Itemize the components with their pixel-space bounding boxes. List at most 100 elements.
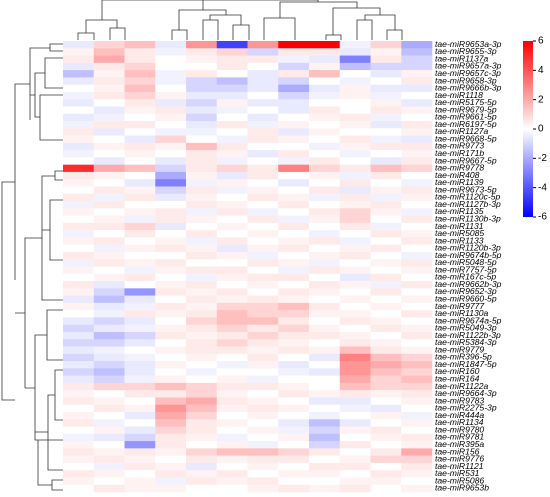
column-dendrogram xyxy=(77,0,403,40)
cell xyxy=(370,230,402,238)
cell xyxy=(216,106,248,115)
cell xyxy=(93,84,125,93)
cell xyxy=(216,99,248,107)
cell xyxy=(155,48,187,56)
cell xyxy=(63,288,95,296)
cell xyxy=(247,310,279,318)
cell xyxy=(124,55,156,64)
cell xyxy=(216,302,248,311)
cell xyxy=(186,455,218,464)
cell xyxy=(309,106,341,115)
cell xyxy=(247,179,279,187)
cell xyxy=(401,215,433,224)
cell xyxy=(309,448,341,456)
cell xyxy=(401,266,433,275)
cell xyxy=(155,462,187,471)
cell xyxy=(63,404,95,413)
row-label: tae-miR7757-5p xyxy=(435,264,497,274)
cell xyxy=(401,77,433,85)
cell xyxy=(93,281,125,289)
cell xyxy=(309,288,341,296)
row-label: tae-miR9658-3p xyxy=(435,75,497,85)
cell xyxy=(216,404,248,413)
cell xyxy=(309,193,341,202)
cell xyxy=(186,470,218,478)
cell xyxy=(155,208,187,216)
cell xyxy=(309,113,341,122)
cell xyxy=(155,135,187,144)
cell xyxy=(370,295,402,304)
cell xyxy=(186,193,218,202)
cell xyxy=(93,353,125,362)
cell xyxy=(216,201,248,209)
cell xyxy=(124,113,156,122)
cell xyxy=(216,397,248,406)
cell xyxy=(155,222,187,231)
cell xyxy=(401,310,433,318)
cell xyxy=(124,339,156,347)
cell xyxy=(278,310,310,318)
cell xyxy=(247,128,279,136)
cell xyxy=(370,419,402,427)
cell xyxy=(370,339,402,347)
cell xyxy=(186,222,218,231)
cell xyxy=(216,273,248,282)
row-label: tae-miR1847-5p xyxy=(435,359,497,369)
cell xyxy=(216,121,248,129)
cell xyxy=(309,397,341,406)
cell xyxy=(278,193,310,202)
cell xyxy=(339,91,371,100)
cell xyxy=(247,150,279,158)
cell xyxy=(370,273,402,282)
cell xyxy=(216,390,248,398)
cell xyxy=(401,135,433,144)
cell xyxy=(124,91,156,100)
cell xyxy=(186,164,218,173)
cell xyxy=(155,426,187,435)
cell xyxy=(370,106,402,115)
cell xyxy=(216,113,248,122)
cell xyxy=(93,310,125,318)
cell xyxy=(370,142,402,151)
row-label: tae-miR1130a xyxy=(435,308,489,318)
cell xyxy=(278,244,310,253)
cell xyxy=(247,77,279,85)
cell xyxy=(63,41,95,49)
cell xyxy=(370,84,402,93)
cell xyxy=(247,390,279,398)
cell xyxy=(247,48,279,56)
cell xyxy=(278,201,310,209)
cell xyxy=(309,368,341,376)
cell xyxy=(63,266,95,275)
row-label: tae-miR1120c-5p xyxy=(435,192,500,202)
cell xyxy=(63,201,95,209)
cell xyxy=(124,331,156,340)
cell xyxy=(186,441,218,449)
cell xyxy=(186,244,218,253)
cell xyxy=(370,193,402,202)
cell xyxy=(63,99,95,107)
cell xyxy=(124,201,156,209)
cell xyxy=(309,353,341,362)
cell xyxy=(93,150,125,158)
cell xyxy=(63,128,95,136)
cell xyxy=(278,462,310,471)
cell xyxy=(247,244,279,253)
cell xyxy=(124,164,156,173)
cell xyxy=(339,295,371,304)
cell xyxy=(155,404,187,413)
cell xyxy=(124,208,156,216)
cell xyxy=(186,106,218,115)
cell xyxy=(155,331,187,340)
cell xyxy=(278,157,310,165)
cell xyxy=(370,382,402,391)
cell xyxy=(401,353,433,362)
cell xyxy=(247,99,279,107)
cell xyxy=(247,448,279,456)
cell xyxy=(370,353,402,362)
row-label: tae-miR396-5p xyxy=(435,352,492,362)
cell xyxy=(93,186,125,195)
cell xyxy=(155,121,187,129)
cell xyxy=(309,390,341,398)
cell xyxy=(216,186,248,195)
